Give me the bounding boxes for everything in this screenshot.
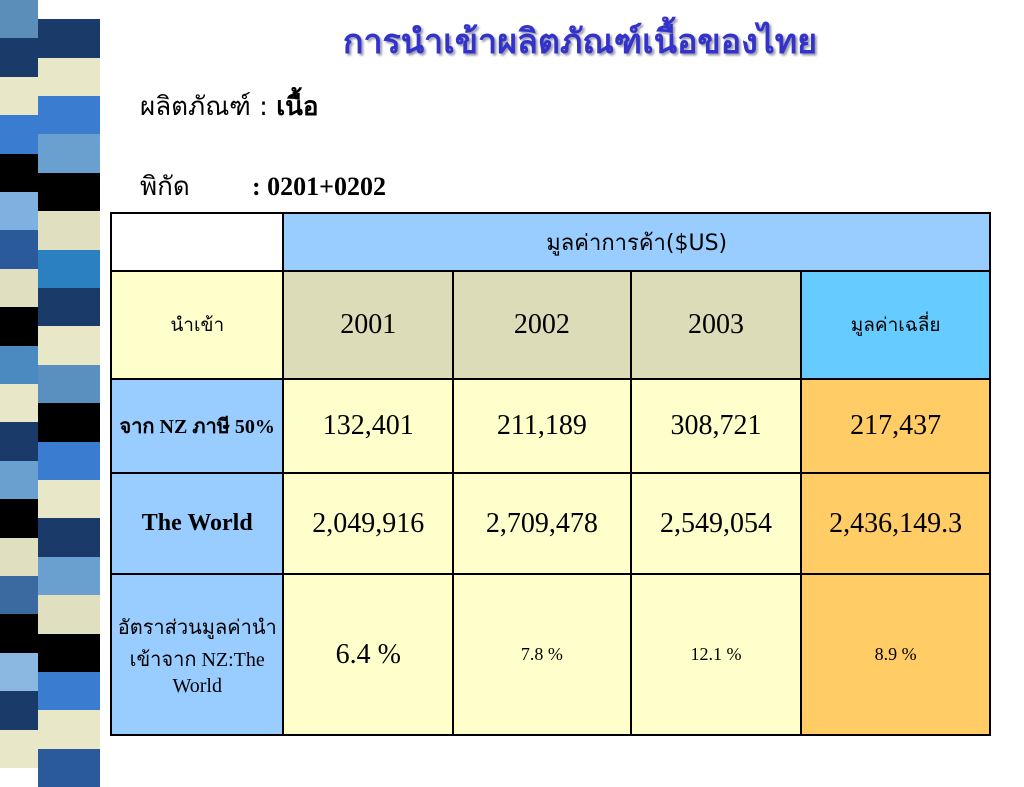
stripe — [38, 326, 100, 365]
stripe — [38, 96, 100, 135]
cell: 2,709,478 — [452, 472, 632, 575]
stripe — [38, 518, 100, 557]
slide: การนำเข้าผลิตภัณฑ์เนื้อของไทย ผลิตภัณฑ์ … — [0, 0, 991, 787]
code-value: : 0201+0202 — [252, 172, 386, 201]
cell: 217,437 — [800, 378, 991, 474]
stripe — [38, 480, 100, 519]
stripe — [38, 403, 100, 442]
stripe — [38, 364, 100, 404]
column-header: มูลค่าเฉลี่ย — [800, 270, 991, 380]
stripe — [0, 729, 38, 768]
column-header: นำเข้า — [109, 270, 285, 380]
stripe — [0, 153, 38, 192]
cell: 132,401 — [282, 378, 455, 474]
stripe — [38, 633, 100, 672]
cell: 2,049,916 — [282, 472, 455, 575]
stripe — [0, 76, 38, 116]
stripe — [38, 57, 100, 96]
stripe — [0, 460, 38, 500]
stripe — [0, 0, 38, 39]
stripe — [0, 268, 38, 308]
empty-cell — [109, 212, 285, 272]
stripe — [38, 19, 100, 58]
stripe — [38, 211, 100, 250]
stripe — [0, 422, 38, 461]
stripe — [0, 576, 38, 615]
cell: 8.9 % — [800, 573, 991, 736]
stripe — [0, 115, 38, 154]
code-label: พิกัด — [140, 172, 190, 202]
cell: 2,436,149.3 — [800, 472, 991, 575]
stripe — [0, 230, 38, 269]
product-value: เนื้อ — [276, 92, 319, 121]
stripe — [38, 441, 100, 480]
title: การนำเข้าผลิตภัณฑ์เนื้อของไทย — [342, 22, 818, 62]
column-header: 2003 — [629, 270, 803, 380]
trade-table: มูลค่าการค้า($US) นำเข้า 2001 2002 2003 … — [109, 212, 991, 736]
row-label: อัตราส่วนมูลค่านำเข้าจาก NZ:The World — [109, 573, 285, 736]
stripe — [0, 691, 38, 730]
product-line: ผลิตภัณฑ์ : เนื้อ — [140, 86, 318, 127]
stripe — [0, 614, 38, 653]
stripe — [38, 710, 100, 749]
stripe — [38, 672, 100, 711]
stripe — [0, 384, 38, 423]
group-header: มูลค่าการค้า($US) — [282, 212, 991, 272]
product-label: ผลิตภัณฑ์ : — [140, 92, 268, 122]
cell: 12.1 % — [629, 573, 803, 736]
stripe — [0, 192, 38, 231]
stripe — [38, 249, 100, 288]
stripe — [0, 652, 38, 692]
column-header: 2001 — [282, 270, 455, 380]
cell: 6.4 % — [282, 573, 455, 736]
stripe — [0, 38, 38, 77]
stripe — [38, 288, 100, 327]
cell: 2,549,054 — [629, 472, 803, 575]
row-label: จาก NZ ภาษี 50% — [109, 378, 285, 474]
column-header: 2002 — [452, 270, 632, 380]
stripe — [38, 172, 100, 212]
stripe — [38, 134, 100, 173]
cell: 308,721 — [629, 378, 803, 474]
stripe — [0, 537, 38, 576]
decor-stripes — [0, 0, 100, 787]
stripe — [38, 595, 100, 634]
stripe — [0, 499, 38, 538]
stripe — [38, 556, 100, 596]
stripe — [0, 345, 38, 384]
cell: 211,189 — [452, 378, 632, 474]
stripe — [0, 307, 38, 346]
code-line: พิกัด : 0201+0202 — [140, 166, 386, 207]
row-label: The World — [109, 472, 285, 575]
cell: 7.8 % — [452, 573, 632, 736]
